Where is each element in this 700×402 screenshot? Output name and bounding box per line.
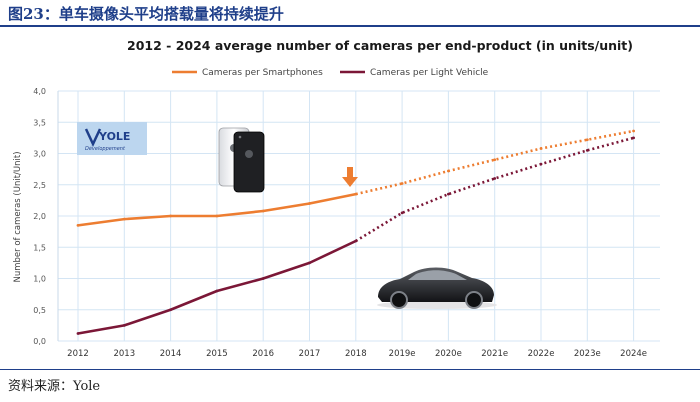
legend: Cameras per Smartphones Cameras per Ligh… <box>172 68 489 78</box>
logo-mark-icon <box>84 128 102 147</box>
series-point <box>122 323 126 327</box>
series-point <box>585 148 589 152</box>
series-point <box>354 239 358 243</box>
car-wheel-rear-icon <box>465 291 483 309</box>
y-tick-label: 0,0 <box>33 337 46 346</box>
series-point <box>400 182 404 185</box>
y-tick-label: 1,0 <box>33 275 46 284</box>
series-point <box>493 177 497 180</box>
figure-title: 图23：单车摄像头平均搭载量将持续提升 <box>8 5 284 23</box>
x-tick-label: 2023e <box>574 349 601 359</box>
x-tick-label: 2020e <box>435 349 462 359</box>
series-point <box>308 202 311 205</box>
x-tick-label: 2013 <box>113 349 135 359</box>
series-point <box>169 214 173 218</box>
series-point <box>539 162 543 166</box>
series-point <box>122 217 126 221</box>
forecast-marker-arrow-icon <box>342 167 358 187</box>
y-tick-label: 3,0 <box>33 150 46 159</box>
series-point <box>447 169 450 173</box>
series-point <box>215 214 219 218</box>
y-tick-label: 4,0 <box>33 87 46 96</box>
phone-black-icon <box>233 131 265 193</box>
logo-name: YOLE <box>98 130 130 143</box>
x-tick-label: 2019e <box>389 349 416 359</box>
chart-title: 2012 - 2024 average number of cameras pe… <box>127 38 633 53</box>
source-note: 资料来源：Yole <box>8 379 101 394</box>
series-point <box>632 129 635 133</box>
y-tick-label: 2,5 <box>33 181 46 190</box>
series-point <box>632 136 635 140</box>
car-window-icon <box>408 270 467 280</box>
source-rule <box>0 369 700 370</box>
data-series <box>76 129 635 335</box>
car-body-icon <box>378 267 494 302</box>
series-point <box>493 158 497 162</box>
line-chart: 2012 - 2024 average number of cameras pe… <box>13 38 660 359</box>
y-tick-label: 2,0 <box>33 212 46 221</box>
logo-background <box>77 122 147 155</box>
series-point <box>539 147 543 150</box>
title-rule <box>0 25 700 27</box>
x-tick-label: 2018 <box>345 349 367 359</box>
legend-label-light-vehicle: Cameras per Light Vehicle <box>370 68 489 78</box>
x-tick-label: 2012 <box>67 349 89 359</box>
x-tick-label: 2021e <box>481 349 508 359</box>
logo-subtitle: Développement <box>85 145 126 152</box>
series-point <box>308 261 311 265</box>
x-tick-label: 2014 <box>160 349 182 359</box>
x-tick-label: 2024e <box>620 349 647 359</box>
phone-camera-icon <box>238 135 242 139</box>
x-axis-ticks: 2012 2013 2014 2015 2016 2017 2018 2019e 2020e 20… <box>67 349 647 359</box>
series-point <box>261 209 265 213</box>
y-axis-ticks: 0,0 0,5 1,0 1,5 2,0 2,5 3,0 3,5 4,0 <box>33 87 46 346</box>
series-point <box>76 332 80 335</box>
series-point <box>354 192 358 196</box>
x-tick-label: 2016 <box>252 349 274 359</box>
series-point <box>585 138 589 142</box>
car-image <box>377 267 497 309</box>
y-tick-label: 0,5 <box>33 306 46 315</box>
series-point <box>400 211 404 215</box>
series-point <box>169 308 173 312</box>
yole-logo: YOLE Développement <box>77 122 147 155</box>
y-tick-label: 1,5 <box>33 243 46 252</box>
x-tick-label: 2015 <box>206 349 228 359</box>
phone-black-logo-icon <box>245 150 253 158</box>
legend-label-smartphones: Cameras per Smartphones <box>202 68 323 78</box>
car-wheel-front-icon <box>390 291 408 309</box>
y-axis-label: Number of cameras (Unit/Unit) <box>13 151 23 282</box>
x-tick-label: 2022e <box>528 349 555 359</box>
series-point <box>76 223 80 227</box>
y-tick-label: 3,5 <box>33 118 46 127</box>
gridlines <box>57 90 660 342</box>
series-point <box>447 192 450 196</box>
series-point <box>215 289 219 293</box>
smartphone-image <box>218 127 265 193</box>
x-tick-label: 2017 <box>299 349 321 359</box>
series-point <box>261 277 265 280</box>
